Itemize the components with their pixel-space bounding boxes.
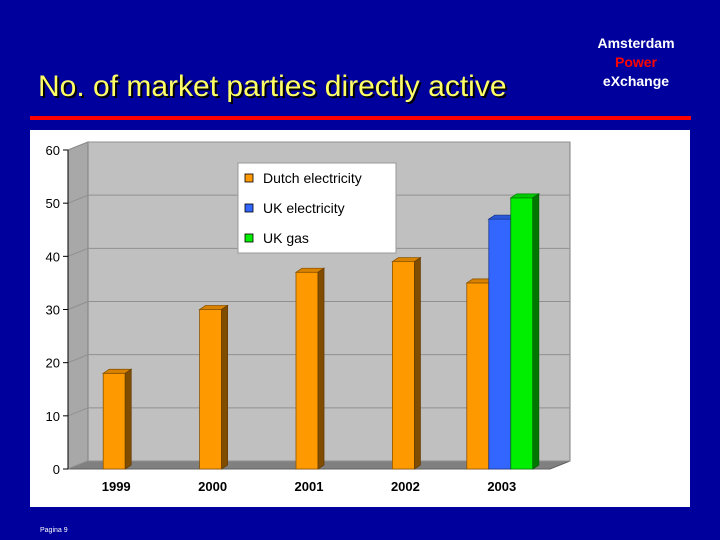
bar-uk-gas-2003 [510,197,534,470]
gridline [67,194,570,204]
bar-side [317,267,325,470]
bar-dutch-electricity-1999 [102,372,126,470]
y-tick-label: 30 [46,303,60,318]
bar-side [124,368,132,470]
bar-dutch-electricity-2001 [295,271,319,470]
legend-label: UK gas [263,230,309,246]
bar-side [221,304,229,470]
bar-dutch-electricity-2000 [199,309,223,470]
brand-logo: Amsterdam Power eXchange [585,34,687,91]
page-footer: Pagina 9 [40,527,68,534]
y-tick-label: 60 [46,143,60,158]
brand-line-1: Amsterdam [597,35,675,51]
y-tick-label: 0 [53,462,60,477]
bar-side [532,193,540,470]
x-tick-label: 2001 [295,479,324,494]
y-tick-label: 50 [46,196,60,211]
x-tick-label: 2003 [487,479,516,494]
gridline [67,141,570,151]
brand-line-2: Power [614,54,657,70]
bar-dutch-electricity-2002 [391,261,415,470]
brand-line-3: eXchange [602,73,670,89]
x-tick-label: 2000 [198,479,227,494]
bar-uk-electricity-2003 [488,218,512,470]
title-divider [30,116,691,120]
y-tick-label: 10 [46,409,60,424]
bar-chart: 0 10 20 30 40 50 60 1999 2000 2001 2002 2003 Dutch e… [46,141,571,494]
legend-label: UK electricity [263,200,345,216]
legend-swatch [244,203,254,213]
bar-dutch-electricity-2003 [466,282,490,470]
gridline [67,247,570,257]
legend-swatch [244,173,254,183]
y-tick-label: 40 [46,249,60,264]
legend-label: Dutch electricity [263,170,362,186]
legend-box [237,162,397,254]
slide-title: No. of market parties directly active [38,70,507,103]
chart-panel: 0 10 20 30 40 50 60 1999 2000 2001 2002 2003 Dutch e… [30,130,690,507]
legend-swatch [244,233,254,243]
bar-side [413,256,421,470]
x-tick-label: 2002 [391,479,420,494]
x-tick-label: 1999 [102,479,131,494]
y-tick-label: 20 [46,356,60,371]
